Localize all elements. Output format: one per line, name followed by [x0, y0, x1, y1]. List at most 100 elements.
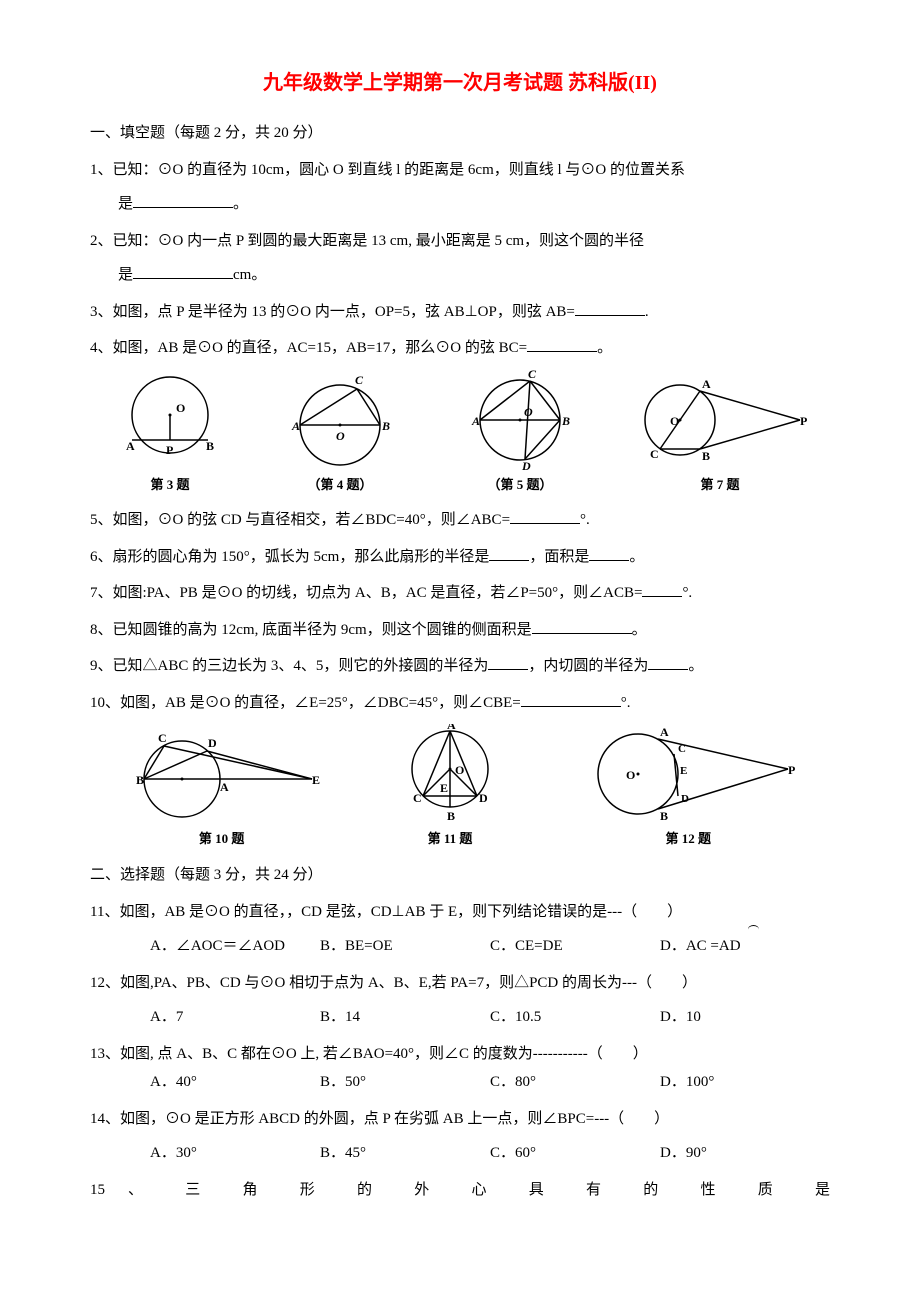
q2-text-c: cm。 — [233, 267, 266, 283]
blank — [489, 545, 529, 561]
q14-text: 14、如图，⊙O 是正方形 ABCD 的外圆，点 P 在劣弧 AB 上一点，则∠… — [90, 1111, 669, 1127]
svg-text:B: B — [660, 809, 668, 823]
q11-opt-d-text: D．AC =AD — [660, 938, 741, 954]
svg-text:A: A — [126, 439, 135, 453]
q9-text-c: 。 — [688, 658, 703, 674]
svg-text:C: C — [528, 370, 537, 381]
q8-end: 。 — [632, 622, 647, 638]
blank — [527, 336, 597, 352]
svg-text:D: D — [208, 736, 217, 750]
figure-11: A B C D O E 第 11 题 — [385, 724, 515, 854]
q2-text-b: 是 — [118, 267, 133, 283]
q11-opt-b: B．BE=OE — [320, 929, 490, 964]
figure-5-caption: （第 5 题） — [450, 470, 590, 500]
question-5: 5、如图，⊙O 的弦 CD 与直径相交，若∠BDC=40°，则∠ABC= °. — [90, 503, 830, 538]
blank — [648, 654, 688, 670]
question-3: 3、如图，点 P 是半径为 13 的⊙O 内一点，OP=5，弦 AB⊥OP，则弦… — [90, 295, 830, 330]
figure-7: A B C O P 第 7 题 — [630, 370, 810, 500]
svg-text:C: C — [413, 791, 422, 805]
q6-text-b: ，面积是 — [529, 549, 589, 565]
q13-opt-b: B．50° — [320, 1065, 490, 1100]
q8-text: 8、已知圆锥的高为 12cm, 底面半径为 9cm，则这个圆锥的侧面积是 — [90, 622, 532, 638]
svg-text:A: A — [447, 724, 456, 732]
figure-4: A B C O （第 4 题） — [270, 370, 410, 500]
blank — [532, 618, 632, 634]
page-title: 九年级数学上学期第一次月考试题 苏科版(II) — [90, 60, 830, 106]
q12-opt-c: C．10.5 — [490, 1000, 660, 1035]
svg-text:C: C — [355, 373, 364, 387]
svg-text:E: E — [440, 781, 448, 795]
svg-text:B: B — [381, 419, 390, 433]
q6-text-a: 6、扇形的圆心角为 150°，弧长为 5cm，那么此扇形的半径是 — [90, 549, 489, 565]
question-4: 4、如图，AB 是⊙O 的直径，AC=15，AB=17，那么⊙O 的弦 BC= 。 — [90, 331, 830, 366]
svg-text:B: B — [561, 414, 570, 428]
blank — [510, 508, 580, 524]
figure-4-caption: （第 4 题） — [270, 470, 410, 500]
q4-end: 。 — [597, 340, 612, 356]
question-12: 12、如图,PA、PB、CD 与⊙O 相切于点为 A、B、E,若 PA=7，则△… — [90, 966, 830, 1001]
svg-text:P: P — [788, 763, 795, 777]
svg-text:O: O — [524, 405, 533, 419]
q1-text-b: 是 — [118, 196, 133, 212]
question-6: 6、扇形的圆心角为 150°，弧长为 5cm，那么此扇形的半径是 ，面积是 。 — [90, 540, 830, 575]
svg-text:A: A — [702, 377, 711, 391]
q13-opt-c: C．80° — [490, 1065, 660, 1100]
q14-opt-b: B．45° — [320, 1136, 490, 1171]
q1-text-a: 1、已知：⊙O 的直径为 10cm，圆心 O 到直线 l 的距离是 6cm，则直… — [90, 162, 685, 178]
figure-3-svg: O A B P — [110, 370, 230, 470]
question-2: 2、已知：⊙O 内一点 P 到圆的最大距离是 13 cm, 最小距离是 5 cm… — [90, 224, 830, 259]
blank — [589, 545, 629, 561]
q5-end: °. — [580, 512, 590, 528]
question-11-options: A．∠AOC＝∠AOD B．BE=OE C．CE=DE D．AC =AD — [90, 929, 830, 964]
svg-text:B: B — [136, 773, 144, 787]
question-14: 14、如图，⊙O 是正方形 ABCD 的外圆，点 P 在劣弧 AB 上一点，则∠… — [90, 1102, 830, 1137]
svg-text:C: C — [650, 447, 659, 461]
q12-opt-b: B．14 — [320, 1000, 490, 1035]
q14-opt-c: C．60° — [490, 1136, 660, 1171]
svg-text:P: P — [800, 414, 807, 428]
q12-opt-a: A．7 — [150, 1000, 320, 1035]
blank — [642, 581, 682, 597]
arc-icon — [748, 929, 759, 964]
svg-text:O: O — [670, 414, 679, 428]
svg-text:D: D — [521, 459, 531, 470]
question-10: 10、如图，AB 是⊙O 的直径，∠E=25°，∠DBC=45°，则∠CBE=°… — [90, 686, 830, 721]
question-12-options: A．7 B．14 C．10.5 D．10 — [90, 1000, 830, 1035]
q10-text: 10、如图，AB 是⊙O 的直径，∠E=25°，∠DBC=45°，则∠CBE= — [90, 695, 521, 711]
q14-opt-d: D．90° — [660, 1136, 830, 1171]
question-2-line2: 是 cm。 — [90, 258, 830, 293]
blank — [133, 192, 233, 208]
q11-opt-c: C．CE=DE — [490, 929, 660, 964]
question-15: 15 、 三 角 形 的 外 心 具 有 的 性 质 是 — [90, 1173, 830, 1208]
q9-text-b: ，内切圆的半径为 — [528, 658, 648, 674]
figure-3: O A B P 第 3 题 — [110, 370, 230, 500]
question-14-options: A．30° B．45° C．60° D．90° — [90, 1136, 830, 1171]
q5-text: 5、如图，⊙O 的弦 CD 与直径相交，若∠BDC=40°，则∠ABC= — [90, 512, 510, 528]
svg-text:B: B — [702, 449, 710, 463]
svg-text:D: D — [681, 793, 689, 805]
section-2-heading: 二、选择题（每题 3 分，共 24 分） — [90, 858, 830, 893]
question-9: 9、已知△ABC 的三边长为 3、4、5，则它的外接圆的半径为，内切圆的半径为。 — [90, 649, 830, 684]
q1-text-c: 。 — [233, 196, 248, 212]
q3-text: 3、如图，点 P 是半径为 13 的⊙O 内一点，OP=5，弦 AB⊥OP，则弦… — [90, 304, 575, 320]
svg-text:A: A — [220, 780, 229, 794]
q13-text: 13、如图, 点 A、B、C 都在⊙O 上, 若∠BAO=40°，则∠C 的度数… — [90, 1046, 648, 1062]
figures-row-1: O A B P 第 3 题 A B C O （第 4 题） — [90, 370, 830, 500]
q15-text: 15 、 三 角 形 的 外 心 具 有 的 性 质 是 — [90, 1182, 830, 1198]
figure-5-svg: A B C D O — [450, 370, 590, 470]
svg-text:O: O — [176, 401, 185, 415]
figure-12-caption: 第 12 题 — [578, 824, 798, 854]
q12-opt-d: D．10 — [660, 1000, 830, 1035]
q4-text: 4、如图，AB 是⊙O 的直径，AC=15，AB=17，那么⊙O 的弦 BC= — [90, 340, 527, 356]
blank — [133, 263, 233, 279]
figure-10-svg: B A C D E — [122, 729, 322, 824]
svg-text:D: D — [479, 791, 488, 805]
q12-text: 12、如图,PA、PB、CD 与⊙O 相切于点为 A、B、E,若 PA=7，则△… — [90, 975, 697, 991]
svg-text:C: C — [678, 743, 686, 755]
q2-text-a: 2、已知：⊙O 内一点 P 到圆的最大距离是 13 cm, 最小距离是 5 cm… — [90, 233, 644, 249]
blank — [521, 691, 621, 707]
q6-text-c: 。 — [629, 549, 644, 565]
svg-text:O: O — [626, 768, 635, 782]
svg-text:A: A — [291, 419, 300, 433]
question-7: 7、如图:PA、PB 是⊙O 的切线，切点为 A、B，AC 是直径，若∠P=50… — [90, 576, 830, 611]
